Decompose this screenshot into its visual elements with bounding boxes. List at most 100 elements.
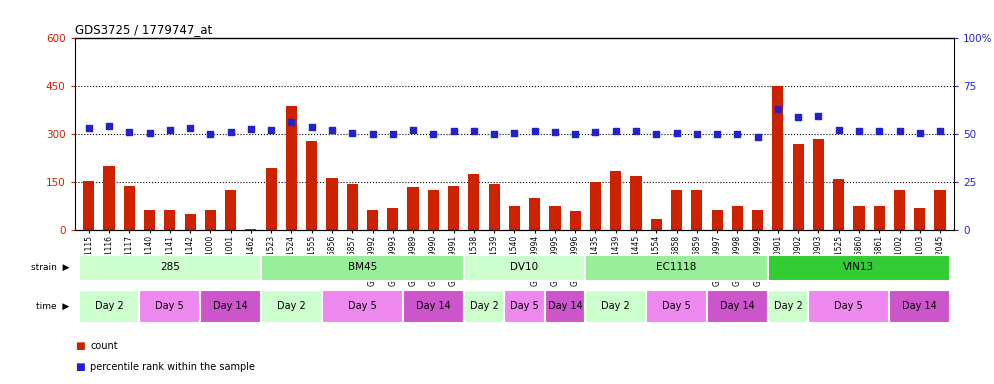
Point — [466, 128, 482, 134]
Bar — [205, 210, 216, 230]
Bar — [707, 290, 767, 323]
Bar — [448, 185, 459, 230]
Bar — [286, 106, 297, 230]
Text: count: count — [90, 341, 118, 351]
Point — [507, 130, 523, 136]
Bar — [139, 290, 200, 323]
Point — [182, 125, 198, 131]
Bar — [388, 208, 399, 230]
Point — [872, 128, 888, 134]
Point — [831, 126, 847, 132]
Bar — [79, 255, 261, 281]
Point — [810, 113, 826, 119]
Bar — [322, 290, 403, 323]
Text: Day 2: Day 2 — [773, 301, 802, 311]
Point — [141, 130, 157, 136]
Text: GDS3725 / 1779747_at: GDS3725 / 1779747_at — [75, 23, 212, 36]
Point — [223, 129, 239, 135]
Bar — [403, 290, 464, 323]
Bar — [144, 210, 155, 230]
Point — [790, 114, 806, 120]
Point — [445, 127, 461, 134]
Bar — [529, 199, 540, 230]
Bar — [261, 255, 464, 281]
Point — [406, 127, 421, 133]
Text: 285: 285 — [160, 262, 180, 272]
Bar — [671, 190, 682, 230]
Bar — [200, 290, 261, 323]
Point — [607, 128, 623, 134]
Bar — [83, 181, 94, 230]
Text: Day 2: Day 2 — [94, 301, 123, 311]
Text: Day 14: Day 14 — [720, 301, 754, 311]
Point — [669, 130, 685, 136]
Bar — [646, 290, 707, 323]
Text: BM45: BM45 — [348, 262, 377, 272]
Bar — [464, 255, 585, 281]
Point — [81, 125, 96, 131]
Point — [770, 106, 786, 113]
Bar — [630, 176, 641, 230]
Point — [324, 126, 340, 132]
Bar — [585, 255, 767, 281]
Bar — [164, 210, 175, 230]
Point — [892, 127, 908, 134]
Point — [243, 126, 258, 132]
Text: Day 5: Day 5 — [348, 301, 377, 311]
Point — [730, 131, 746, 137]
Point — [425, 131, 441, 137]
Point — [486, 131, 502, 137]
Text: Day 5: Day 5 — [510, 301, 539, 311]
Text: time  ▶: time ▶ — [37, 302, 70, 311]
Bar — [914, 208, 925, 230]
Point — [203, 131, 219, 137]
Bar — [225, 190, 237, 230]
Point — [365, 131, 381, 137]
Bar — [894, 190, 906, 230]
Text: EC1118: EC1118 — [656, 262, 697, 272]
Bar — [585, 290, 646, 323]
Bar — [767, 290, 808, 323]
Point — [911, 130, 927, 136]
Point — [689, 131, 705, 137]
Bar — [504, 290, 545, 323]
Bar — [732, 207, 743, 230]
Bar — [589, 182, 601, 230]
Text: Day 14: Day 14 — [214, 301, 248, 311]
Point — [121, 129, 137, 135]
Text: DV10: DV10 — [511, 262, 539, 272]
Bar — [367, 210, 378, 230]
Bar — [874, 207, 885, 230]
Text: VIN13: VIN13 — [844, 262, 875, 272]
Bar — [306, 141, 317, 230]
Point — [568, 131, 583, 137]
Bar — [934, 190, 945, 230]
Text: Day 14: Day 14 — [415, 301, 450, 311]
Point — [162, 127, 178, 133]
Bar — [464, 290, 504, 323]
Point — [527, 128, 543, 134]
Point — [263, 126, 279, 132]
Bar — [408, 187, 418, 230]
Point — [648, 131, 664, 137]
Text: Day 2: Day 2 — [277, 301, 306, 311]
Bar — [651, 219, 662, 230]
Point — [101, 123, 117, 129]
Text: Day 14: Day 14 — [548, 301, 582, 311]
Bar — [246, 229, 256, 230]
Point — [547, 129, 563, 135]
Bar — [767, 255, 950, 281]
Point — [709, 131, 725, 137]
Text: Day 5: Day 5 — [662, 301, 691, 311]
Text: Day 2: Day 2 — [601, 301, 630, 311]
Bar — [772, 86, 783, 230]
Text: Day 5: Day 5 — [835, 301, 863, 311]
Bar — [691, 190, 703, 230]
Bar — [427, 190, 439, 230]
Point — [587, 129, 603, 135]
Bar — [123, 185, 135, 230]
Bar — [489, 184, 500, 230]
Point — [749, 134, 765, 140]
Bar — [833, 179, 844, 230]
Bar — [185, 214, 196, 230]
